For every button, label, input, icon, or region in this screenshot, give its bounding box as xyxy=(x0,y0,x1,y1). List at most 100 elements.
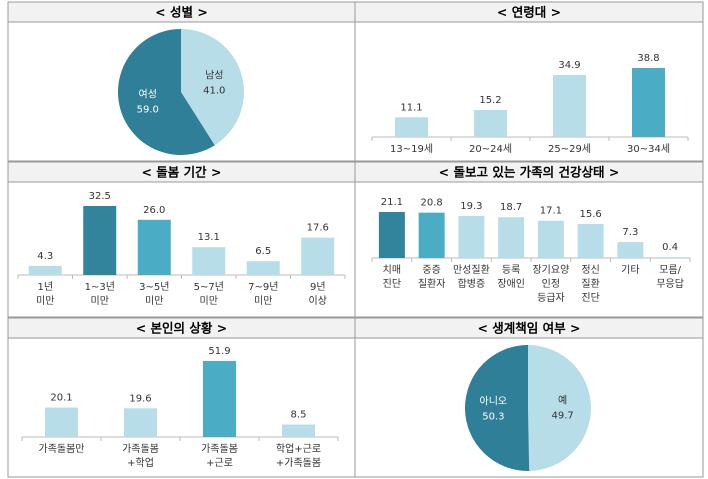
value-label: 19.3 xyxy=(460,201,482,212)
x-tick-label: +가족돌봄 xyxy=(276,457,321,469)
value-label: 6.5 xyxy=(255,246,271,257)
bar xyxy=(537,220,564,258)
bar xyxy=(301,237,335,275)
x-tick-label: 미만 xyxy=(36,295,54,307)
x-tick-label: +학업 xyxy=(127,456,154,469)
slice-label: 여성 xyxy=(139,89,157,101)
panel xyxy=(7,161,356,318)
bar xyxy=(395,117,428,137)
value-label: 4.3 xyxy=(37,251,53,262)
bar xyxy=(458,215,485,258)
panel-title: < 성별 > xyxy=(155,5,208,20)
bar xyxy=(246,261,280,275)
panel-title: < 돌보고 있는 가족의 건강상태 > xyxy=(439,165,620,180)
panel-header xyxy=(354,161,704,183)
x-tick-label: 미만 xyxy=(145,295,163,307)
bar xyxy=(474,109,507,137)
x-tick-label: 학업+근로 xyxy=(276,442,321,455)
value-label: 20.1 xyxy=(50,393,72,404)
bar xyxy=(45,407,78,437)
value-label: 13.1 xyxy=(198,232,220,243)
bar xyxy=(632,68,665,137)
x-tick-label: 9년 xyxy=(310,281,326,293)
x-tick-label: 20~24세 xyxy=(469,143,512,155)
value-label: 38.8 xyxy=(637,53,659,64)
slice-label: 남성 xyxy=(205,69,223,81)
x-tick-label: 질환 xyxy=(581,278,599,290)
value-label: 8.5 xyxy=(291,410,307,421)
x-tick-label: 장애인 xyxy=(497,278,525,290)
bar xyxy=(577,223,604,258)
x-tick-label: 등급자 xyxy=(537,292,565,304)
x-tick-label: 25~29세 xyxy=(548,143,591,155)
value-label: 19.6 xyxy=(129,393,151,404)
x-tick-label: 등록 xyxy=(502,264,520,276)
bar xyxy=(657,257,684,258)
x-tick-label: 진단 xyxy=(383,278,401,290)
x-tick-label: 진단 xyxy=(581,292,599,304)
value-label: 26.0 xyxy=(143,205,165,216)
value-label: 51.9 xyxy=(208,346,230,357)
bar xyxy=(83,206,117,275)
bar xyxy=(192,247,226,275)
x-tick-label: 1~3년 xyxy=(85,281,115,293)
bar xyxy=(203,361,236,437)
panel xyxy=(7,317,356,478)
x-tick-label: 정신 xyxy=(581,264,599,276)
value-label: 15.6 xyxy=(579,209,601,220)
x-tick-label: 가족돌봄만 xyxy=(39,443,85,455)
panel xyxy=(354,161,704,318)
x-tick-label: 미만 xyxy=(91,295,109,307)
value-label: 17.6 xyxy=(307,223,329,234)
bar xyxy=(617,242,644,258)
slice-value: 50.3 xyxy=(482,411,504,422)
x-tick-label: 모름/ xyxy=(659,264,681,276)
bar xyxy=(282,424,315,437)
panel-title: < 돌봄 기간 > xyxy=(141,165,221,180)
value-label: 18.7 xyxy=(500,202,522,213)
value-label: 17.1 xyxy=(540,206,562,217)
pie-slice xyxy=(118,29,215,155)
bar xyxy=(124,408,157,437)
pie-slice xyxy=(528,345,592,471)
slice-value: 41.0 xyxy=(203,85,225,96)
slice-label: 아니오 xyxy=(480,395,508,407)
x-tick-label: 가족돌봄 xyxy=(201,443,238,455)
panel-title: < 본인의 상황 > xyxy=(136,321,228,336)
bar xyxy=(28,265,62,275)
value-label: 32.5 xyxy=(89,191,111,202)
pie-slice xyxy=(465,345,530,471)
panel-header xyxy=(354,1,704,23)
x-tick-label: 기타 xyxy=(621,264,639,276)
bar xyxy=(498,217,525,258)
x-tick-label: 만성질환 xyxy=(453,264,490,276)
x-tick-label: 장기요양 xyxy=(532,264,569,276)
slice-value: 59.0 xyxy=(137,105,159,116)
value-label: 7.3 xyxy=(622,227,638,238)
x-tick-label: 1년 xyxy=(37,281,53,293)
x-tick-label: 중증 xyxy=(422,264,440,276)
value-label: 11.1 xyxy=(400,102,422,113)
value-label: 34.9 xyxy=(558,60,580,71)
x-tick-label: 치매 xyxy=(383,264,401,276)
x-tick-label: 질환자 xyxy=(418,278,446,290)
x-tick-label: 미만 xyxy=(200,295,218,307)
x-tick-label: 이상 xyxy=(309,295,327,307)
x-tick-label: 7~9년 xyxy=(248,281,278,293)
value-label: 15.2 xyxy=(479,95,501,106)
value-label: 0.4 xyxy=(662,242,678,253)
bar xyxy=(553,74,586,137)
x-tick-label: 가족돌봄 xyxy=(122,443,159,455)
x-tick-label: 합병증 xyxy=(458,278,486,290)
x-tick-label: 13~19세 xyxy=(390,143,433,155)
panel-title: < 생계책임 여부 > xyxy=(477,321,580,336)
x-tick-label: +근로 xyxy=(206,458,233,469)
bar xyxy=(418,212,445,258)
bar xyxy=(137,219,171,275)
x-tick-label: 30~34세 xyxy=(627,143,670,155)
slice-value: 49.7 xyxy=(552,411,574,422)
pie-slice xyxy=(181,29,245,146)
x-tick-label: 5~7년 xyxy=(194,281,224,293)
